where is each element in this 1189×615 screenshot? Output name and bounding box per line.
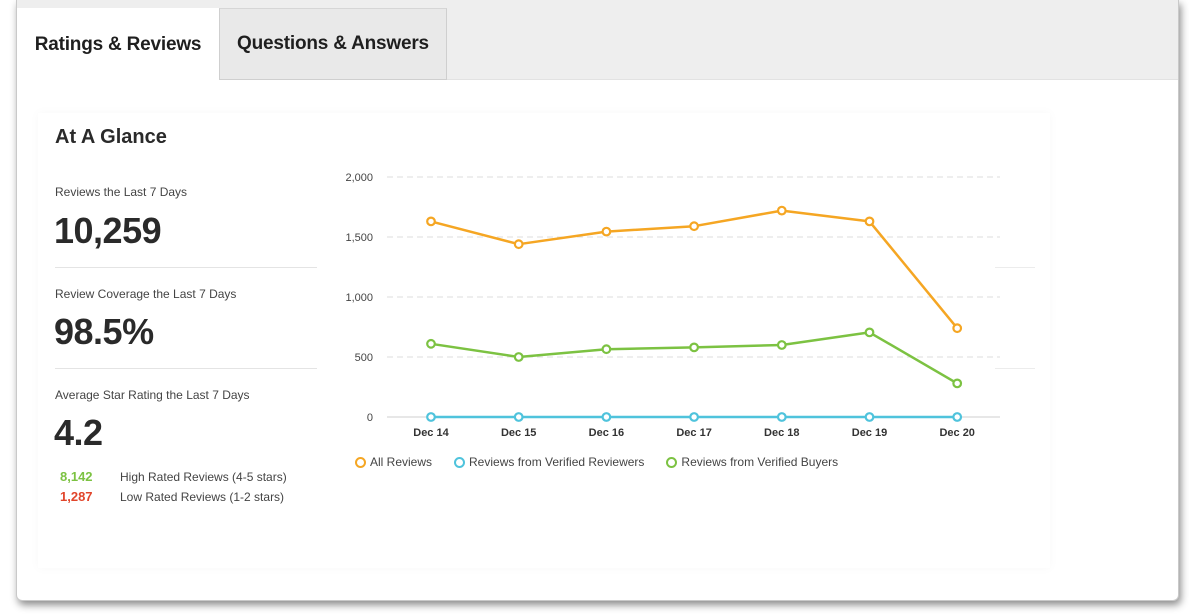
section-title: At A Glance [55, 126, 167, 148]
coverage-value: 98.5% [54, 311, 154, 352]
data-point [776, 205, 787, 216]
legend-marker-icon [666, 456, 678, 468]
high-rated-label: High Rated Reviews (4-5 stars) [120, 470, 287, 484]
y-tick-label: 500 [355, 352, 373, 364]
y-tick-label: 1,500 [345, 232, 373, 244]
legend-label: All Reviews [370, 455, 433, 469]
legend-marker-icon [355, 456, 366, 468]
low-rated-label: Low Rated Reviews (1-2 stars) [120, 490, 285, 504]
data-point [601, 226, 612, 237]
data-point [689, 342, 700, 353]
data-point [864, 327, 875, 338]
high-rated-count: 8,142 [60, 469, 93, 484]
data-point [426, 412, 436, 422]
legend-marker-icon [454, 456, 466, 468]
x-tick-label: Dec 14 [413, 427, 449, 439]
data-point [513, 412, 524, 422]
data-point [952, 323, 963, 334]
x-tick-label: Dec 18 [764, 427, 799, 439]
legend-label: Reviews from Verified Reviewers [469, 455, 645, 469]
data-point [776, 412, 787, 422]
low-rated-count: 1,287 [60, 489, 93, 504]
x-tick-label: Dec 20 [939, 427, 974, 439]
divider [55, 267, 317, 268]
y-tick-label: 0 [367, 412, 373, 424]
average-rating-label: Average Star Rating the Last 7 Days [55, 388, 250, 402]
reviews-line-chart: 0 500 1,000 1,500 2,000 Dec 14 Dec 15 Dec 16 Dec… [345, 172, 1000, 439]
x-tick-label: Dec 16 [589, 427, 624, 439]
x-tick-label: Dec 15 [501, 427, 536, 439]
data-point [426, 338, 436, 349]
data-point [864, 216, 875, 227]
reviews-count-value: 10,259 [54, 210, 162, 251]
average-rating-value: 4.2 [54, 412, 103, 453]
legend-label: Reviews from Verified Buyers [681, 455, 839, 469]
chart-legend: All Reviews Reviews from Verified Reviewe… [355, 455, 838, 469]
tab-ratings-reviews[interactable]: Ratings & Reviews [17, 8, 219, 81]
legend-item[interactable]: Reviews from Verified Buyers [666, 455, 838, 469]
data-point [689, 221, 700, 232]
divider [995, 368, 1035, 369]
data-point [864, 412, 875, 422]
data-point [513, 352, 524, 362]
x-tick-label: Dec 19 [852, 427, 887, 439]
data-point [952, 378, 963, 389]
y-tick-label: 1,000 [345, 292, 373, 304]
legend-item[interactable]: Reviews from Verified Reviewers [454, 455, 644, 469]
series-line [430, 331, 958, 385]
x-tick-label: Dec 17 [676, 427, 711, 439]
divider [55, 368, 317, 369]
data-point [776, 340, 787, 350]
data-point [952, 412, 963, 422]
data-point [513, 239, 524, 250]
tab-bar: Ratings & Reviews Questions & Answers [17, 0, 1178, 81]
tab-questions-answers[interactable]: Questions & Answers [219, 8, 447, 80]
reviews-count-label: Reviews the Last 7 Days [55, 185, 188, 199]
coverage-label: Review Coverage the Last 7 Days [55, 287, 237, 301]
data-point [426, 216, 436, 227]
data-point [601, 412, 612, 422]
data-point [689, 412, 700, 422]
y-tick-label: 2,000 [345, 172, 373, 184]
divider [995, 267, 1035, 268]
data-point [601, 344, 612, 355]
legend-item[interactable]: All Reviews [355, 455, 432, 469]
